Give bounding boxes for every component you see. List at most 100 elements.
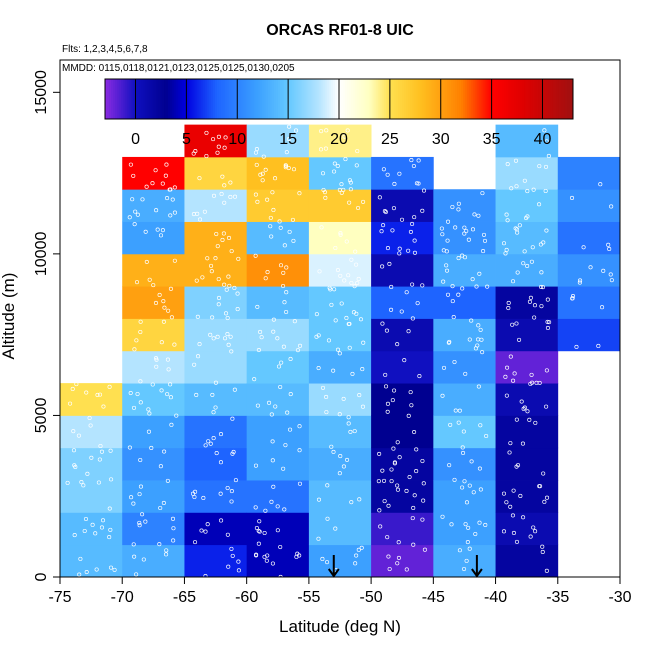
colorbar-segment <box>367 79 371 119</box>
colorbar-segment <box>404 79 407 119</box>
colorbar-segment <box>113 79 116 119</box>
sample-dot <box>385 246 390 251</box>
sample-dot <box>222 145 227 150</box>
sample-dot <box>601 268 606 273</box>
sample-dot <box>229 499 234 504</box>
sample-dot <box>232 194 238 199</box>
sample-dot <box>544 495 550 500</box>
sample-dot <box>479 337 484 342</box>
sample-dot <box>508 504 513 509</box>
sample-dot <box>233 478 238 483</box>
sample-dot <box>456 292 461 297</box>
sample-dot <box>196 354 201 359</box>
sample-dot <box>127 445 132 450</box>
sample-dot <box>72 463 77 468</box>
sample-dot <box>275 336 280 341</box>
sample-dot <box>440 393 445 398</box>
sample-dot <box>356 547 361 552</box>
sample-dot <box>404 488 409 494</box>
sample-dot <box>357 393 362 398</box>
colorbar-segment <box>349 79 352 119</box>
colorbar-segment <box>410 79 413 119</box>
colorbar-segment <box>249 79 253 119</box>
heatmap-cell <box>495 544 559 578</box>
colorbar-segment <box>214 79 218 119</box>
sample-dot <box>264 558 269 563</box>
sample-dot <box>284 265 289 270</box>
heatmap-cell <box>495 253 559 287</box>
sample-dot <box>542 499 547 504</box>
sample-dot <box>324 128 329 133</box>
sample-dot <box>510 322 515 327</box>
sample-dot <box>472 212 477 217</box>
colorbar-segment <box>428 79 432 119</box>
colorbar-segment <box>294 79 297 119</box>
sample-dot <box>199 528 204 533</box>
sample-dot <box>323 195 328 200</box>
sample-dot <box>414 469 419 474</box>
sample-dot <box>258 329 263 335</box>
sample-dot <box>216 302 221 307</box>
heatmap-cell <box>557 318 621 352</box>
heatmap-cell <box>495 189 559 222</box>
colorbar-segment <box>448 79 452 119</box>
colorbar-segment <box>131 79 134 119</box>
sample-dot <box>214 231 219 237</box>
sample-dot <box>147 277 152 282</box>
colorbar-segment <box>444 79 448 119</box>
colorbar-segment <box>440 79 444 119</box>
colorbar-segment <box>375 79 379 119</box>
colorbar-segment <box>247 79 250 119</box>
sample-dot <box>165 478 170 483</box>
heatmap-cell <box>60 480 123 513</box>
sample-dot <box>381 167 386 172</box>
sample-dot <box>441 248 446 253</box>
colorbar-segment <box>383 79 387 119</box>
plot-frame <box>59 59 621 578</box>
sample-dot <box>236 256 241 261</box>
sample-dot <box>68 401 73 406</box>
sample-dot <box>164 162 169 167</box>
colorbar-segment <box>544 79 548 119</box>
sample-dot <box>344 315 349 321</box>
heatmap-cell <box>308 350 372 384</box>
sample-dot <box>525 189 530 194</box>
heatmap-cell <box>495 318 559 352</box>
colorbar-segment <box>133 79 137 119</box>
sample-dot <box>341 464 346 469</box>
sample-dot <box>517 337 522 342</box>
colorbar-segment <box>233 79 236 119</box>
heatmap-cell <box>246 383 310 416</box>
colorbar-segment <box>438 79 442 119</box>
colorbar-segment <box>391 79 395 119</box>
sample-dot <box>77 572 82 577</box>
sample-dot <box>463 522 468 527</box>
sample-dot <box>406 413 411 418</box>
sample-dot <box>449 522 454 527</box>
sample-dot <box>476 323 481 328</box>
sample-dot <box>464 500 470 505</box>
sample-dot <box>76 433 81 438</box>
sample-dot <box>515 270 520 275</box>
sample-dot <box>540 285 546 290</box>
colorbar-segment <box>505 79 509 119</box>
sample-dot <box>140 512 145 517</box>
heatmap-cell <box>557 253 621 287</box>
colorbar-segment <box>432 79 436 119</box>
sample-dot <box>146 429 151 434</box>
sample-dot <box>170 197 175 202</box>
sample-dot <box>266 400 272 405</box>
sample-dot <box>287 229 292 234</box>
sample-dot <box>216 277 221 282</box>
sample-dot <box>98 443 103 449</box>
colorbar-segment <box>406 79 409 119</box>
annotation-arrow <box>471 555 483 578</box>
sample-dot <box>84 390 89 395</box>
sample-dot <box>508 354 513 359</box>
sample-dot <box>278 544 283 550</box>
colorbar-segment <box>324 79 328 119</box>
heatmap-cell <box>246 415 310 449</box>
sample-dot <box>213 256 218 261</box>
sample-dot <box>545 325 550 331</box>
colorbar-segment <box>129 79 132 119</box>
